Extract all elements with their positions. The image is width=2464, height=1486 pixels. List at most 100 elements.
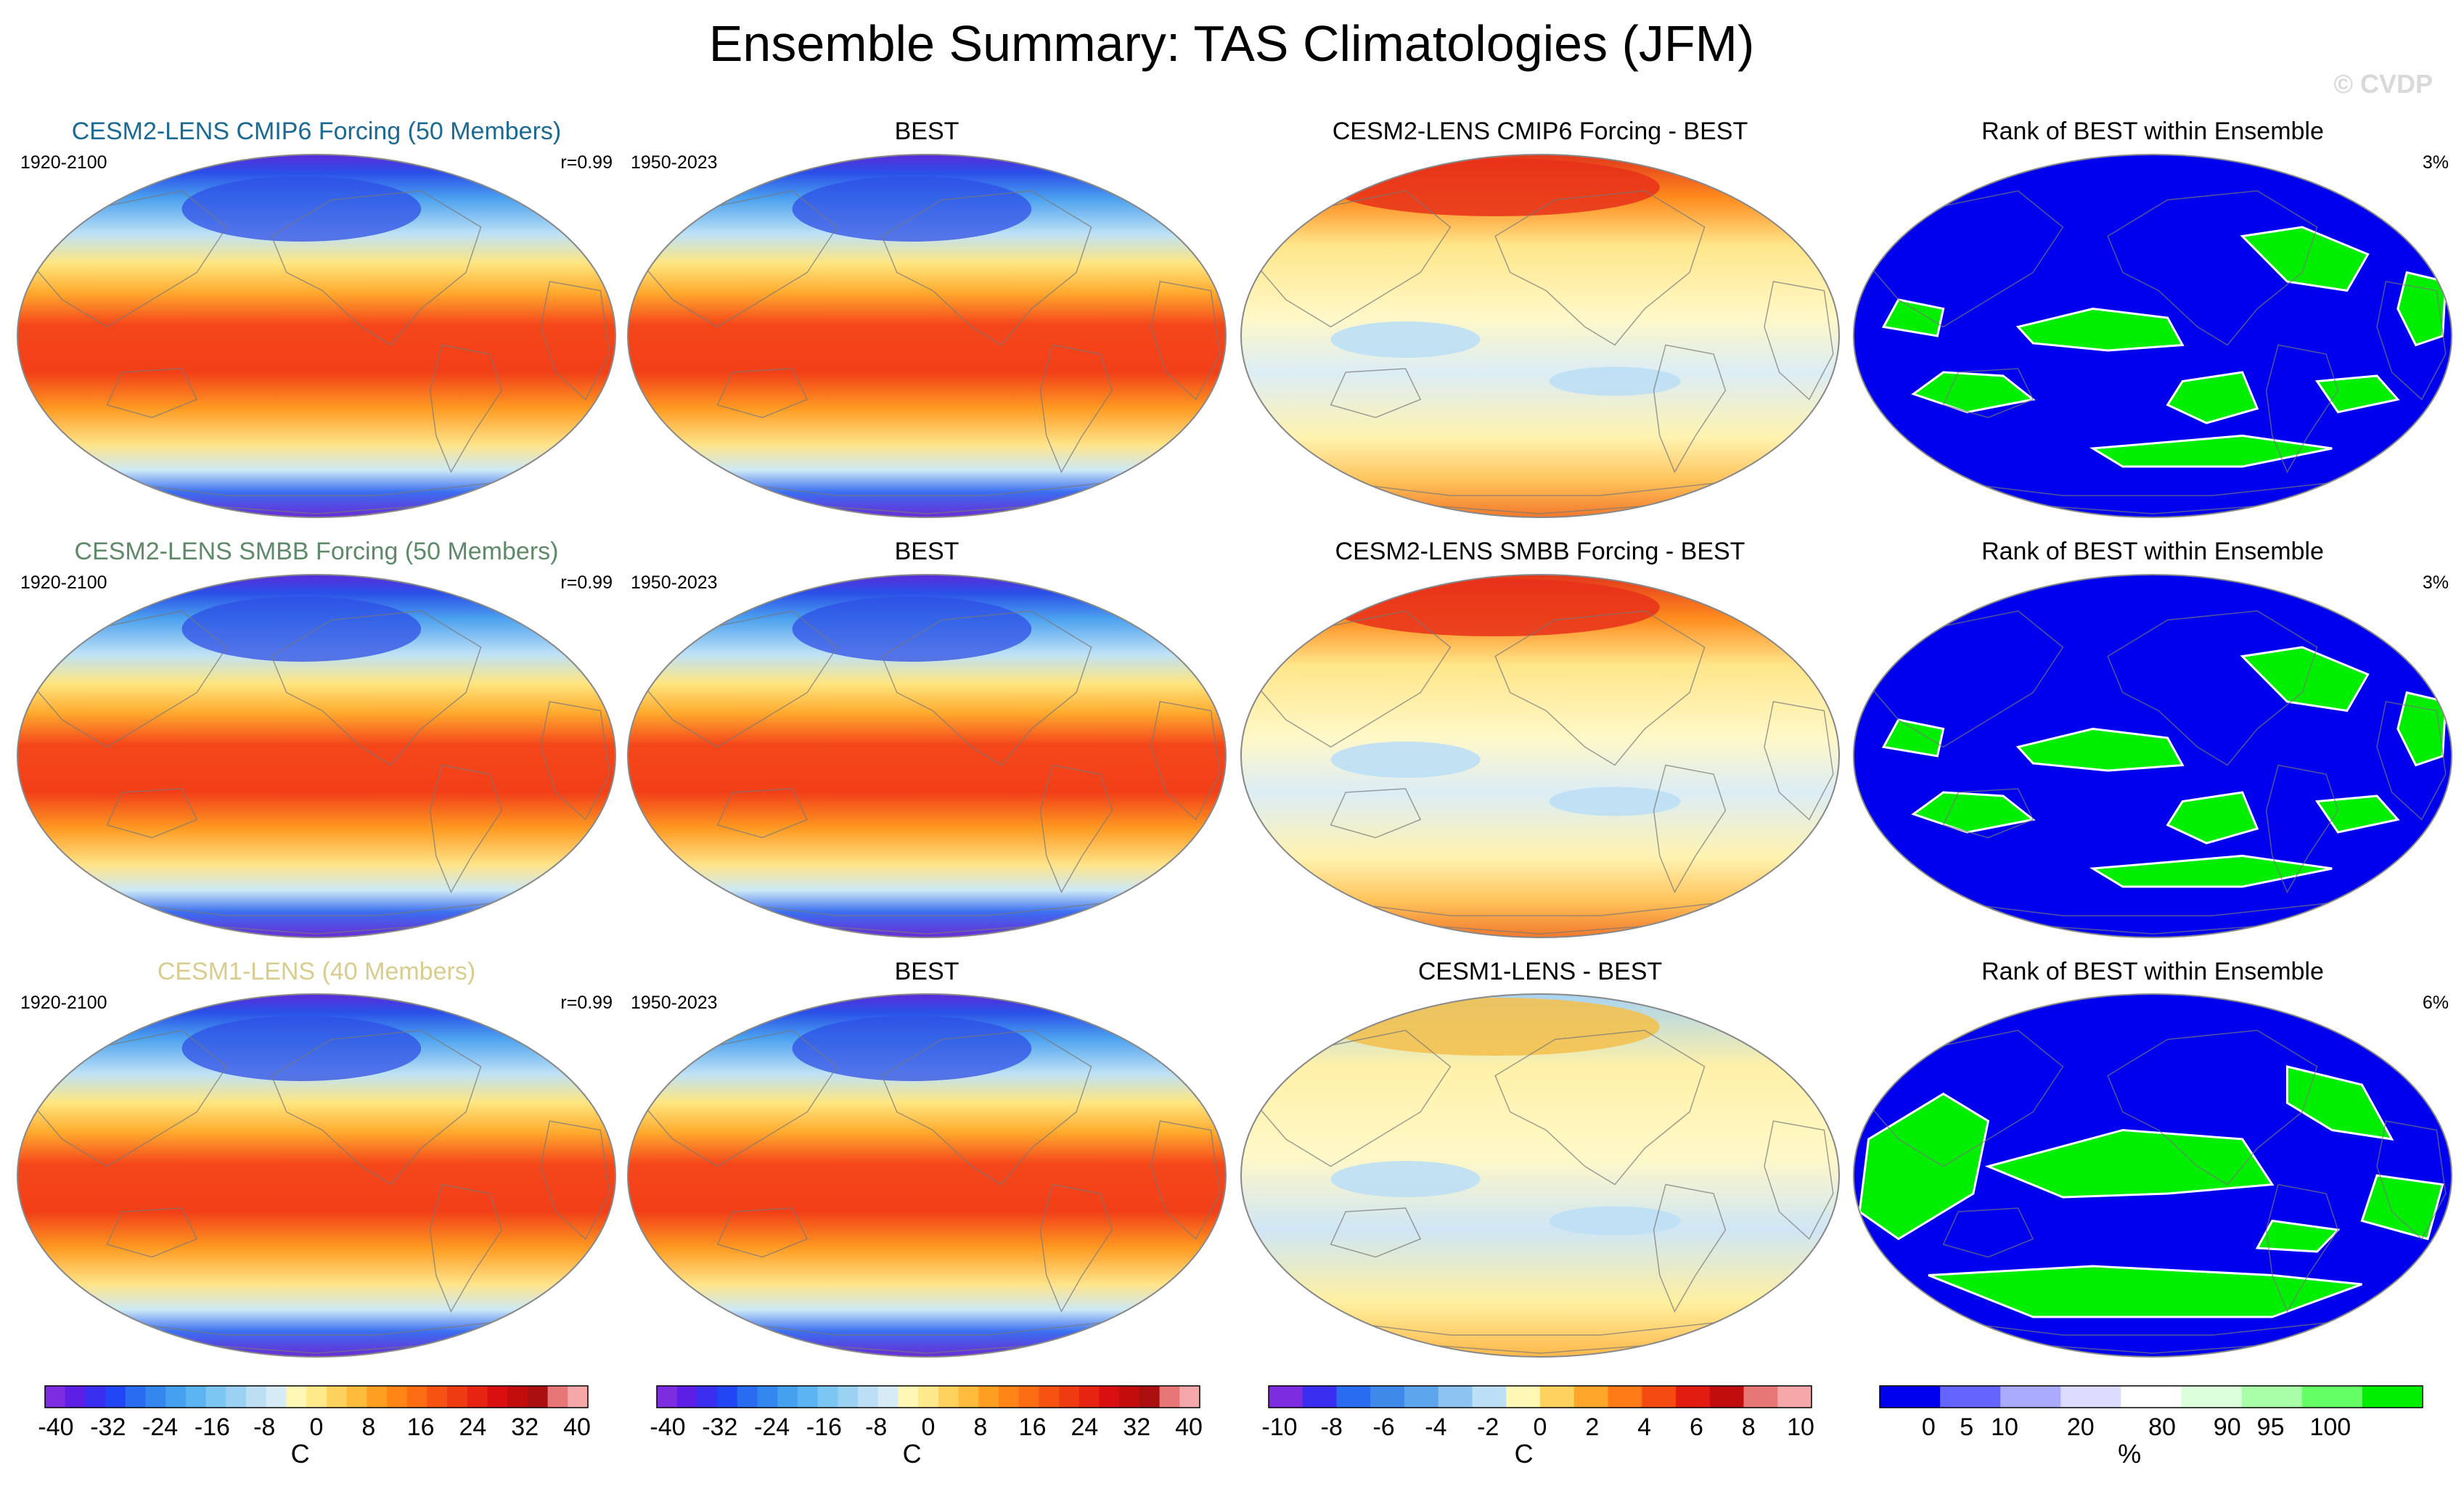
colorbar-tick-label: 10	[1991, 1413, 2018, 1441]
colorbar-swatch	[346, 1386, 367, 1408]
colorbar-swatch	[266, 1386, 287, 1408]
colorbar-tick-label: -16	[806, 1413, 842, 1441]
map-field	[1241, 994, 1839, 1357]
colorbar-swatch	[1078, 1386, 1100, 1408]
colorbar-tick-label: 20	[2067, 1413, 2095, 1441]
colorbar-tick-label: 8	[1742, 1413, 1756, 1441]
colorbar-tick-label: 24	[459, 1413, 486, 1441]
colorbar-swatch	[1179, 1386, 1200, 1408]
panel-period-r2c1: 1920-2100	[20, 572, 107, 593]
coastline	[716, 368, 809, 419]
coastline	[1039, 344, 1113, 474]
colorbar-swatch	[2060, 1386, 2121, 1408]
colorbar-swatch	[1099, 1386, 1120, 1408]
coastline	[106, 788, 198, 839]
panel-title-r3c3: CESM1-LENS - BEST	[1418, 958, 1662, 985]
colorbar-tick-label: -8	[865, 1413, 887, 1441]
coastline	[633, 1030, 838, 1167]
colorbar-swatch	[1269, 1386, 1303, 1408]
colorbar-2: -40 -32 -24 -16 -8 0 8 16 24 32 40 C	[650, 1385, 1203, 1469]
coastline	[881, 610, 1092, 766]
coastline	[1942, 368, 2034, 419]
colorbar-swatch	[1506, 1386, 1541, 1408]
panel-title-r2c2: BEST	[895, 538, 959, 565]
coastline	[429, 1183, 503, 1313]
colorbar-unit: C	[903, 1439, 922, 1469]
coastline	[2107, 190, 2318, 346]
rank-green-region	[2089, 854, 2333, 888]
colorbar-swatch	[1336, 1386, 1371, 1408]
coastline	[633, 190, 838, 328]
colorbar-swatch	[65, 1386, 86, 1408]
colorbar-swatch	[1438, 1386, 1473, 1408]
colorbar-tick-label: 4	[1637, 1413, 1651, 1441]
rank-green-region	[2015, 307, 2185, 352]
panel-stat-r3c1: r=0.99	[560, 993, 613, 1013]
coastline	[1653, 344, 1727, 474]
rank-green-region	[1984, 1128, 2275, 1199]
coastline	[540, 1120, 610, 1240]
map-field	[628, 155, 1226, 517]
arctic-anomaly	[1330, 998, 1660, 1056]
colorbar-swatch	[1059, 1386, 1080, 1408]
coastline	[429, 764, 503, 894]
coastline	[2107, 610, 2318, 766]
map-border	[627, 154, 1227, 518]
map-panel-r1c3	[1240, 154, 1840, 518]
map-panel-r2c2	[627, 574, 1227, 938]
map-field	[1241, 575, 1839, 937]
map-field	[17, 575, 615, 937]
map-panel-r3c4	[1853, 993, 2452, 1358]
coastline	[633, 610, 838, 748]
map-panel-r3c2	[627, 993, 1227, 1358]
colorbar-tick-label: -40	[38, 1413, 73, 1441]
colorbar-unit: C	[291, 1439, 310, 1469]
colorbar-tick-label: 6	[1690, 1413, 1703, 1441]
panel-period-r2c2: 1950-2023	[631, 572, 718, 593]
map-border	[17, 993, 616, 1358]
colorbar-tick-label: 16	[1019, 1413, 1047, 1441]
figure-title: Ensemble Summary: TAS Climatologies (JFM…	[709, 15, 1755, 72]
colorbar-swatch	[165, 1386, 187, 1408]
colorbar-tick-label: -2	[1477, 1413, 1499, 1441]
panel-title-r2c1: CESM2-LENS SMBB Forcing (50 Members)	[75, 538, 559, 565]
colorbar-tick-label: 5	[1960, 1413, 1973, 1441]
colorbar-tick-label: 90	[2214, 1413, 2241, 1441]
panel-stat-r1c1: r=0.99	[560, 152, 613, 173]
colorbar-tick-label: 8	[361, 1413, 375, 1441]
coastline	[22, 190, 228, 328]
anomaly-blob	[1330, 1161, 1481, 1197]
colorbar-swatch	[877, 1386, 899, 1408]
colorbar-swatch	[406, 1386, 427, 1408]
colorbar-tick-label: -32	[702, 1413, 737, 1441]
coastline	[1859, 610, 2064, 748]
coastline	[1859, 190, 2064, 328]
map-border	[1240, 993, 1840, 1358]
coastline	[271, 190, 482, 346]
rank-green-region	[2285, 1065, 2394, 1141]
colorbar-swatch	[1573, 1386, 1608, 1408]
coastline	[1653, 764, 1727, 894]
colorbar-swatch	[797, 1386, 819, 1408]
anomaly-blob	[1549, 366, 1681, 396]
colorbar-swatch	[998, 1386, 1020, 1408]
colorbar-swatch	[507, 1386, 528, 1408]
coastline	[2376, 701, 2447, 821]
rank-green-region	[2166, 791, 2259, 845]
coastline	[716, 788, 809, 839]
coastline	[716, 1207, 809, 1258]
coastline	[2265, 344, 2339, 474]
cold-region	[792, 596, 1032, 662]
panel-title-r1c4: Rank of BEST within Ensemble	[1981, 118, 2324, 145]
colorbar-swatch	[386, 1386, 408, 1408]
coastline	[1859, 1030, 2064, 1167]
colorbar-swatch	[2121, 1386, 2182, 1408]
colorbar-tick-label: 0	[1534, 1413, 1547, 1441]
colorbar-tick-label: -16	[195, 1413, 230, 1441]
coastline	[271, 1030, 482, 1186]
colorbar-tick-label: 10	[1787, 1413, 1814, 1441]
rank-green-region	[1881, 298, 1945, 337]
colorbar-swatch	[427, 1386, 448, 1408]
colorbar-swatch	[717, 1386, 738, 1408]
rank-green-region	[2360, 1174, 2444, 1241]
